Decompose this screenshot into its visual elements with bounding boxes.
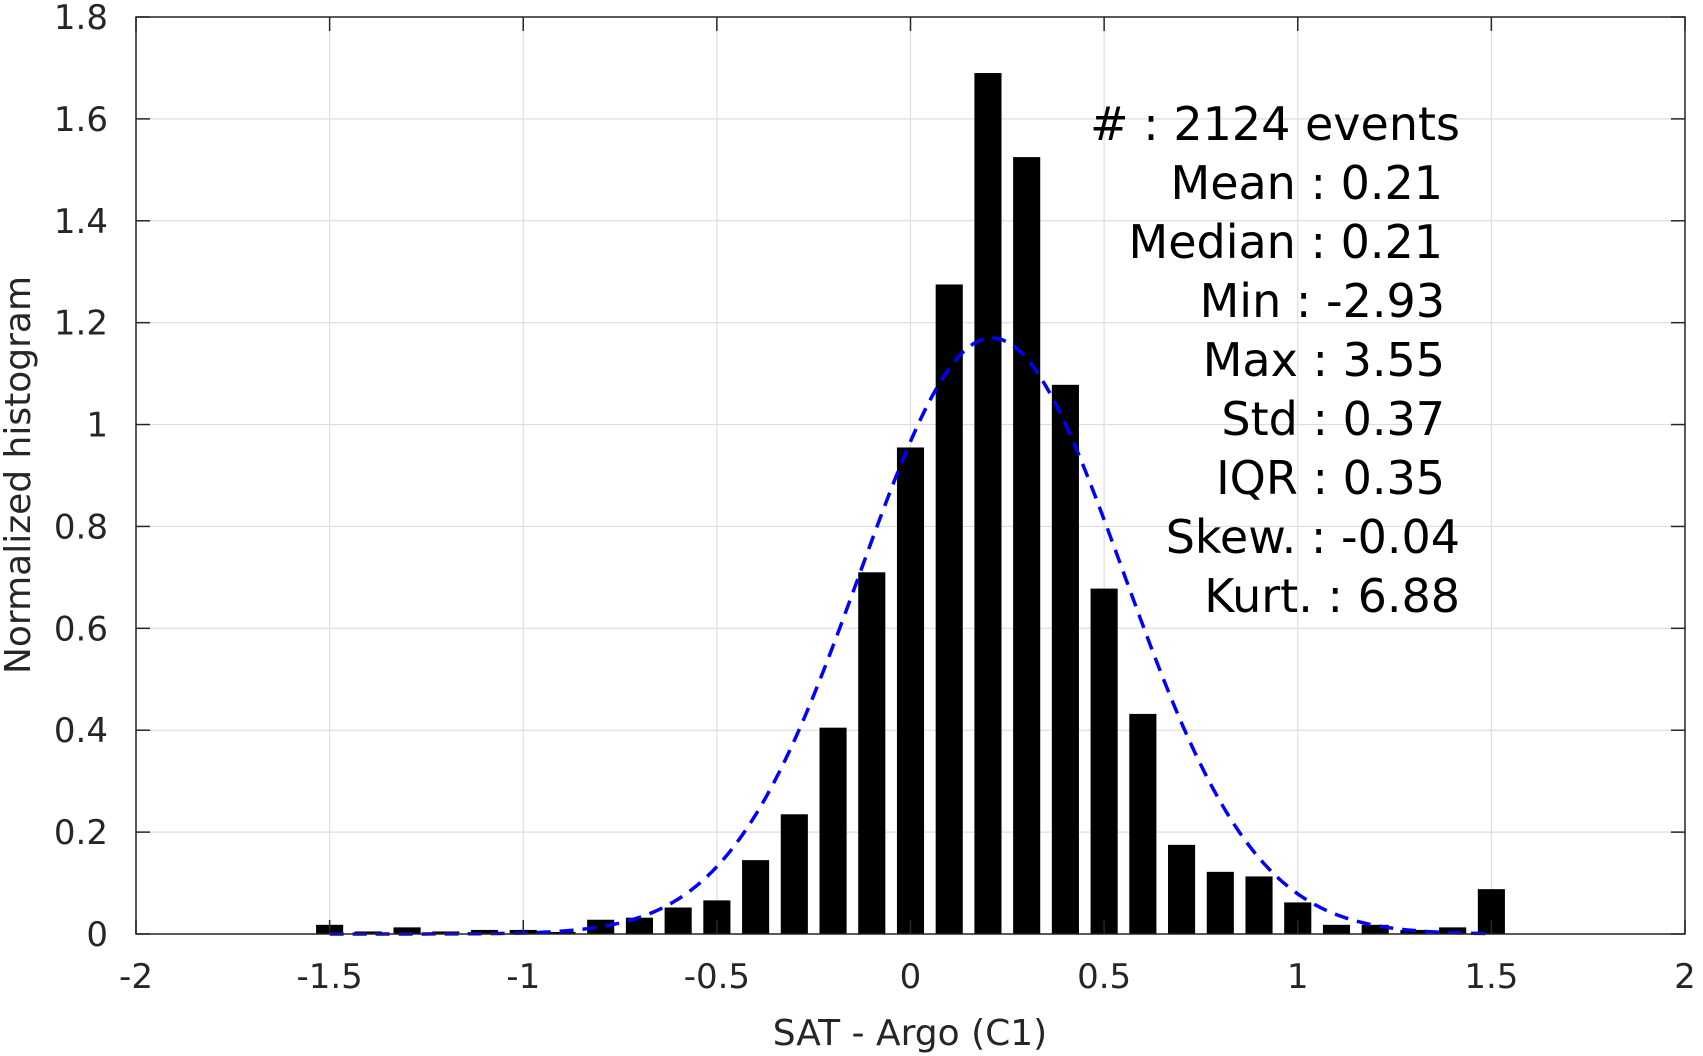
- histogram-bar: [625, 917, 653, 934]
- y-tick-label: 0.8: [54, 507, 108, 547]
- histogram-bar: [548, 931, 576, 934]
- x-tick-label: -1.5: [296, 957, 362, 997]
- x-tick-label: 1: [1287, 957, 1309, 997]
- histogram-bar: [742, 860, 770, 934]
- stat-line: Min : -2.93: [1200, 274, 1445, 328]
- histogram-bar: [1206, 871, 1234, 934]
- histogram-bar: [1051, 384, 1079, 935]
- histogram-bar: [470, 929, 499, 934]
- stat-line: Std : 0.37: [1221, 392, 1445, 446]
- histogram-bar: [1013, 157, 1041, 934]
- x-tick-label: 1.5: [1464, 957, 1518, 997]
- x-tick-labels: -2 -1.5 -1 -0.5 0 0.5 1 1.5 2: [119, 957, 1696, 997]
- histogram-bar: [1168, 844, 1196, 934]
- y-tick-label: 1.2: [54, 304, 108, 344]
- histogram-bar: [664, 907, 692, 934]
- histogram-bar: [1129, 713, 1157, 934]
- x-tick-label: -0.5: [684, 957, 750, 997]
- axis-ticks: [135, 16, 1686, 935]
- histogram-bar: [1361, 924, 1389, 934]
- histogram-bar: [858, 572, 886, 934]
- histogram-bar: [935, 284, 963, 934]
- y-tick-label: 0.6: [54, 609, 108, 649]
- x-tick-label: 0.5: [1077, 957, 1131, 997]
- histogram-bar: [819, 727, 847, 934]
- stat-line: Kurt. : 6.88: [1204, 569, 1460, 623]
- histogram-bar: [974, 73, 1002, 935]
- stat-line: # : 2124 events: [1090, 97, 1460, 151]
- histogram-bar: [896, 447, 925, 934]
- x-tick-label: -2: [119, 957, 153, 997]
- x-tick-label: -1: [506, 957, 540, 997]
- y-tick-label: 1: [86, 406, 108, 446]
- stat-line: IQR : 0.35: [1216, 451, 1445, 505]
- y-tick-label: 0.2: [54, 813, 108, 853]
- histogram-bar: [1322, 924, 1351, 934]
- stat-line: Skew. : -0.04: [1166, 510, 1460, 564]
- x-axis-title: SAT - Argo (C1): [773, 1013, 1047, 1054]
- stat-line: Max : 3.55: [1203, 333, 1445, 387]
- y-tick-labels: 0 0.2 0.4 0.6 0.8 1 1.2 1.4 1.6 1.8: [54, 0, 108, 955]
- y-tick-label: 1.6: [54, 100, 108, 140]
- x-tick-label: 2: [1674, 957, 1696, 997]
- histogram-bar: [354, 931, 382, 934]
- histogram-bar: [587, 919, 615, 934]
- histogram-bar: [1090, 588, 1118, 934]
- x-tick-label: 0: [900, 957, 922, 997]
- y-tick-label: 0: [86, 915, 108, 955]
- stat-line: Median : 0.21: [1129, 215, 1443, 269]
- histogram-bar: [1245, 876, 1273, 934]
- stat-line: Mean : 0.21: [1171, 156, 1444, 210]
- histogram-bar: [780, 814, 808, 934]
- y-tick-label: 1.8: [54, 0, 108, 38]
- y-axis-title: Normalized histogram: [0, 276, 39, 674]
- histogram-bar: [393, 927, 421, 934]
- histogram-bars: [316, 73, 1505, 935]
- y-tick-label: 0.4: [54, 711, 108, 751]
- histogram-bar: [1439, 927, 1467, 934]
- y-tick-label: 1.4: [54, 202, 108, 242]
